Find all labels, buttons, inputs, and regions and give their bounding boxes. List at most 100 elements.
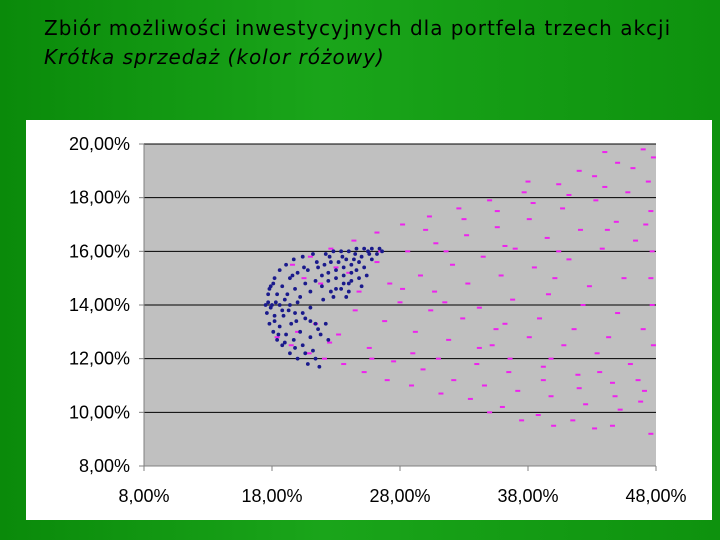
data-point-pink xyxy=(575,373,581,376)
data-point-pink xyxy=(374,231,380,234)
data-point-pink xyxy=(428,309,434,312)
data-point-pink xyxy=(333,266,339,269)
x-tick-label: 18,00% xyxy=(241,486,302,506)
data-point-pink xyxy=(327,341,333,344)
data-point-pink xyxy=(384,379,390,382)
data-point-pink xyxy=(583,403,589,406)
data-point-blue xyxy=(305,268,310,273)
data-point-blue xyxy=(300,254,305,259)
scatter-chart: 8,00% 10,00% 12,00% 14,00% 16,00% 18,00% 20,00… xyxy=(69,134,687,506)
data-point-pink xyxy=(295,330,301,333)
data-point-pink xyxy=(597,371,603,374)
data-point-pink xyxy=(586,285,592,288)
data-point-pink xyxy=(548,357,554,360)
x-tick-label: 48,00% xyxy=(625,486,686,506)
slide-title-line2: Krótka sprzedaż (kolor różowy) xyxy=(44,45,385,69)
data-point-pink xyxy=(638,400,644,403)
data-point-pink xyxy=(456,207,462,210)
y-tick-label: 16,00% xyxy=(69,241,130,261)
data-point-blue xyxy=(267,321,272,326)
data-point-pink xyxy=(443,250,449,253)
data-point-pink xyxy=(420,368,426,371)
y-tick-label: 12,00% xyxy=(69,349,130,369)
data-point-blue xyxy=(349,278,354,283)
data-point-blue xyxy=(339,249,344,254)
data-point-blue xyxy=(331,249,336,254)
data-point-blue xyxy=(295,300,300,305)
x-tick-label: 8,00% xyxy=(118,486,169,506)
data-point-pink xyxy=(561,344,567,347)
data-point-pink xyxy=(426,215,432,218)
data-point-blue xyxy=(313,278,318,283)
data-point-blue xyxy=(277,303,282,307)
data-point-pink xyxy=(467,397,473,400)
data-point-pink xyxy=(449,263,455,266)
data-point-pink xyxy=(630,167,636,170)
data-point-blue xyxy=(308,305,313,310)
data-point-blue xyxy=(300,311,305,315)
data-point-pink xyxy=(494,226,500,229)
data-point-blue xyxy=(272,276,277,281)
data-point-pink xyxy=(613,220,619,223)
data-point-pink xyxy=(645,180,651,183)
data-point-pink xyxy=(301,277,307,280)
data-point-pink xyxy=(571,328,577,331)
data-point-blue xyxy=(334,268,338,273)
data-point-blue xyxy=(341,273,346,278)
data-point-blue xyxy=(323,321,328,326)
data-point-pink xyxy=(540,365,546,368)
data-point-pink xyxy=(352,309,358,312)
data-point-blue xyxy=(295,356,300,361)
data-point-blue xyxy=(340,254,345,259)
data-point-pink xyxy=(535,414,541,417)
data-point-pink xyxy=(409,384,415,387)
data-point-blue xyxy=(317,364,322,369)
data-point-pink xyxy=(366,346,372,349)
data-point-blue xyxy=(318,332,323,337)
data-point-pink xyxy=(649,304,655,306)
x-axis-tick-labels: 8,00% 18,00% 28,00% 38,00% 48,00% xyxy=(118,486,686,506)
data-point-pink xyxy=(580,304,586,306)
data-point-blue xyxy=(275,292,280,297)
data-point-pink xyxy=(502,244,508,247)
data-point-blue xyxy=(290,273,295,278)
data-point-pink xyxy=(461,218,467,221)
data-point-blue xyxy=(277,268,282,273)
data-point-pink xyxy=(650,156,656,159)
data-point-pink xyxy=(537,317,543,320)
data-point-blue xyxy=(286,308,291,313)
grid-lines xyxy=(139,143,657,471)
data-point-blue xyxy=(362,265,367,270)
data-point-blue xyxy=(273,300,278,305)
data-point-blue xyxy=(289,321,294,326)
data-point-blue xyxy=(369,257,374,262)
data-point-pink xyxy=(570,419,576,422)
data-point-pink xyxy=(499,405,505,408)
data-point-blue xyxy=(320,273,324,278)
data-point-pink xyxy=(531,266,537,269)
data-point-blue xyxy=(353,252,358,256)
data-point-blue xyxy=(362,246,367,251)
data-point-pink xyxy=(606,336,612,339)
data-point-blue xyxy=(311,252,315,256)
data-point-blue xyxy=(303,351,308,356)
data-point-blue xyxy=(357,276,361,281)
data-point-pink xyxy=(410,352,416,355)
data-point-blue xyxy=(326,270,331,275)
data-point-pink xyxy=(374,261,380,264)
data-point-blue xyxy=(359,284,364,289)
data-point-pink xyxy=(552,277,558,280)
data-point-blue xyxy=(326,337,331,342)
data-point-blue xyxy=(349,262,354,267)
data-point-blue xyxy=(314,260,319,264)
data-point-blue xyxy=(284,332,288,337)
data-point-blue xyxy=(354,246,359,251)
data-point-pink xyxy=(288,344,294,347)
data-point-blue xyxy=(311,348,315,353)
data-point-blue xyxy=(326,278,331,283)
data-point-blue xyxy=(359,254,364,259)
data-point-pink xyxy=(274,336,280,339)
data-point-pink xyxy=(615,312,621,315)
data-point-pink xyxy=(540,379,546,382)
data-point-pink xyxy=(566,193,572,196)
